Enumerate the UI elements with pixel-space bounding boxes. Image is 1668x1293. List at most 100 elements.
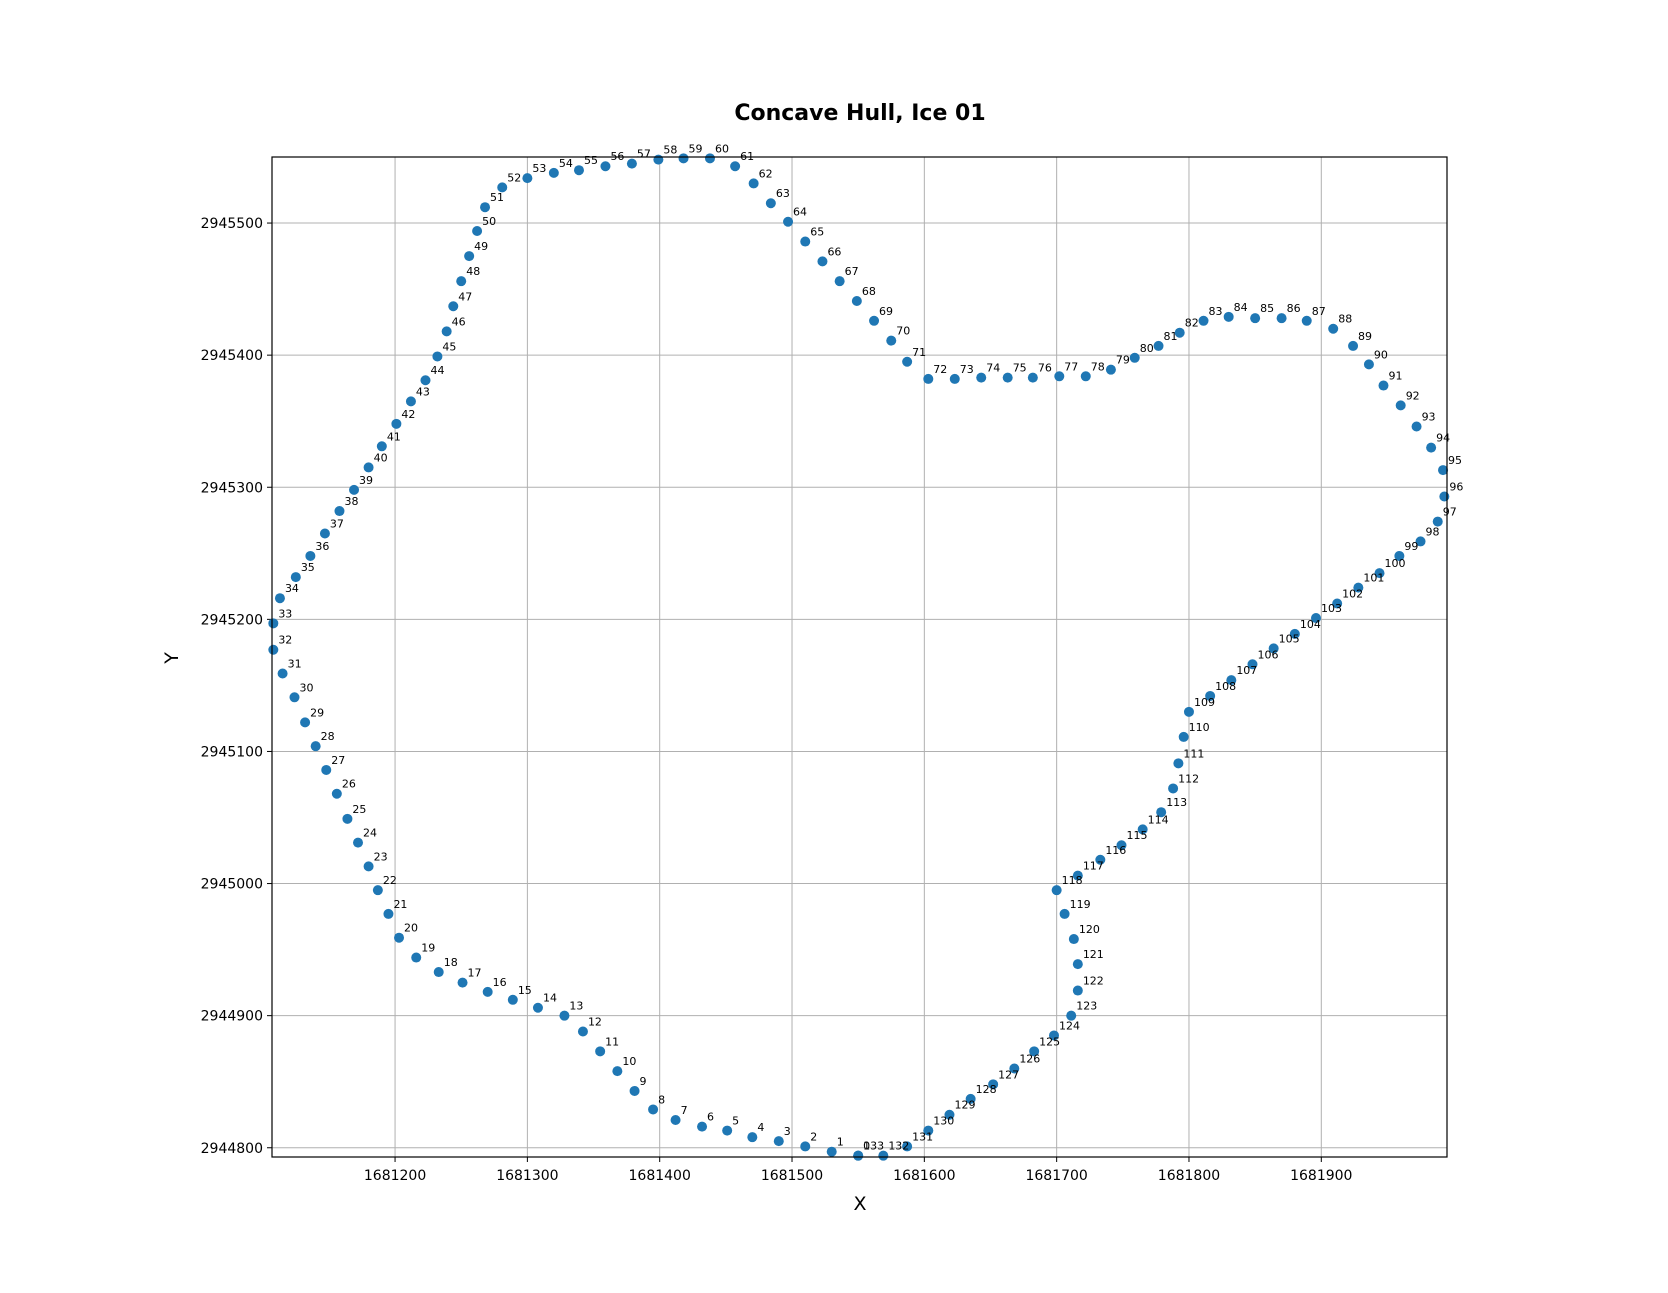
point-label: 102 [1342,587,1363,600]
plot-frame [271,156,1448,1158]
point-marker [783,216,794,227]
point-label: 21 [393,898,407,911]
point-label: 64 [793,206,807,219]
point-label: 35 [301,561,315,574]
point-label: 122 [1083,975,1104,988]
point-marker [1289,628,1300,639]
point-marker [826,1146,837,1157]
point-marker [353,837,364,848]
point-marker [1438,465,1449,476]
point-label: 5 [732,1115,739,1128]
point-marker [349,484,360,495]
point-label: 71 [912,346,926,359]
point-marker [1027,372,1038,383]
point-label: 11 [605,1035,619,1048]
point-label: 103 [1321,602,1342,615]
point-marker [376,441,387,452]
y-tick-label: 2945000 [201,877,263,893]
point-label: 20 [404,922,418,935]
point-marker [1328,323,1339,334]
point-marker [773,1136,784,1147]
point-marker [1009,1063,1020,1074]
point-marker [1247,659,1258,670]
x-tick-label: 1681800 [1158,1168,1220,1184]
point-label: 115 [1126,829,1147,842]
point-marker [457,977,468,988]
point-marker [433,967,444,978]
point-marker [1301,315,1312,326]
point-label: 110 [1189,721,1210,734]
point-marker [405,396,416,407]
point-label: 68 [862,285,876,298]
point-label: 54 [559,157,573,170]
point-label: 26 [342,778,356,791]
point-marker [1051,885,1062,896]
point-marker [648,1104,659,1115]
point-marker [1059,908,1070,919]
point-label: 29 [310,706,324,719]
point-marker [1183,706,1194,717]
point-label: 6 [707,1111,714,1124]
point-marker [289,692,300,703]
point-marker [817,256,828,267]
point-marker [976,372,987,383]
point-marker [1223,311,1234,322]
point-label: 38 [344,495,358,508]
grid-lines [272,157,1447,1157]
point-label: 125 [1039,1035,1060,1048]
point-label: 42 [401,408,415,421]
point-marker [834,276,845,287]
point-marker [411,952,422,963]
point-label: 0 [863,1140,870,1153]
point-marker [1411,421,1422,432]
point-marker [1198,315,1209,326]
point-marker [902,1141,913,1152]
point-label: 99 [1404,540,1418,553]
point-marker [730,161,741,172]
point-label: 60 [715,142,729,155]
point-marker [944,1109,955,1120]
point-label: 3 [784,1125,791,1138]
point-label: 69 [879,305,893,318]
point-marker [497,182,508,193]
point-marker [1276,313,1287,324]
point-label: 131 [912,1130,933,1143]
point-marker [1049,1030,1060,1041]
point-label: 31 [288,658,302,671]
point-marker [1116,840,1127,851]
x-tick-label: 1681600 [893,1168,955,1184]
point-label: 86 [1287,302,1301,315]
point-marker [1363,359,1374,370]
point-label: 43 [416,385,430,398]
point-label: 4 [757,1121,764,1134]
point-marker [704,153,715,164]
point-marker [268,618,279,629]
point-marker [334,506,345,517]
y-tick-label: 2944800 [201,1141,263,1157]
point-label: 47 [458,290,472,303]
point-marker [949,373,960,384]
point-label: 130 [933,1115,954,1128]
y-axis-label: Y [161,652,183,665]
point-marker [456,276,467,287]
point-label: 93 [1422,410,1436,423]
point-label: 107 [1236,664,1257,677]
point-label: 128 [976,1083,997,1096]
point-marker [886,335,897,346]
point-label: 34 [285,582,299,595]
point-marker [1072,959,1083,970]
point-marker [448,301,459,312]
point-marker [1426,442,1437,453]
point-marker [548,167,559,178]
point-marker [274,593,285,604]
point-label: 84 [1234,301,1248,314]
point-label: 82 [1185,317,1199,330]
point-label: 25 [352,803,366,816]
point-marker [1072,985,1083,996]
point-marker [1066,1010,1077,1021]
point-marker [1311,613,1322,624]
point-marker [1374,568,1385,579]
point-marker [747,1132,758,1143]
point-marker [748,178,759,189]
